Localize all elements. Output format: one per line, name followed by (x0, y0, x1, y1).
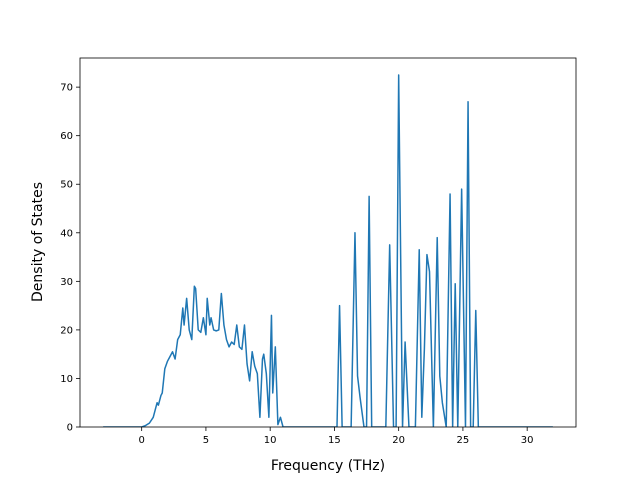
x-tick-label: 0 (138, 435, 144, 446)
x-tick-label: 5 (203, 435, 209, 446)
y-tick-label: 50 (60, 180, 73, 191)
x-tick-label: 10 (264, 435, 277, 446)
series-line-0 (103, 74, 553, 427)
axes-frame (79, 57, 577, 428)
y-tick-label: 70 (60, 83, 73, 94)
plot-area (103, 74, 553, 427)
y-tick-label: 20 (60, 325, 73, 336)
y-axis-label: Density of States (30, 182, 46, 302)
x-axis-label: Frequency (THz) (271, 458, 385, 474)
axes: 0 5 10 15 20 25 30 0 10 20 30 40 50 60 70 (60, 57, 577, 446)
x-tick-label: 20 (392, 435, 405, 446)
y-tick-label: 0 (67, 423, 73, 434)
y-tick-label: 30 (60, 277, 73, 288)
y-tick-label: 10 (60, 374, 73, 385)
x-tick-label: 15 (328, 435, 341, 446)
x-tick-label: 30 (521, 435, 534, 446)
y-tick-label: 60 (60, 131, 73, 142)
x-tick-label: 25 (457, 435, 470, 446)
y-tick-label: 40 (60, 228, 73, 239)
